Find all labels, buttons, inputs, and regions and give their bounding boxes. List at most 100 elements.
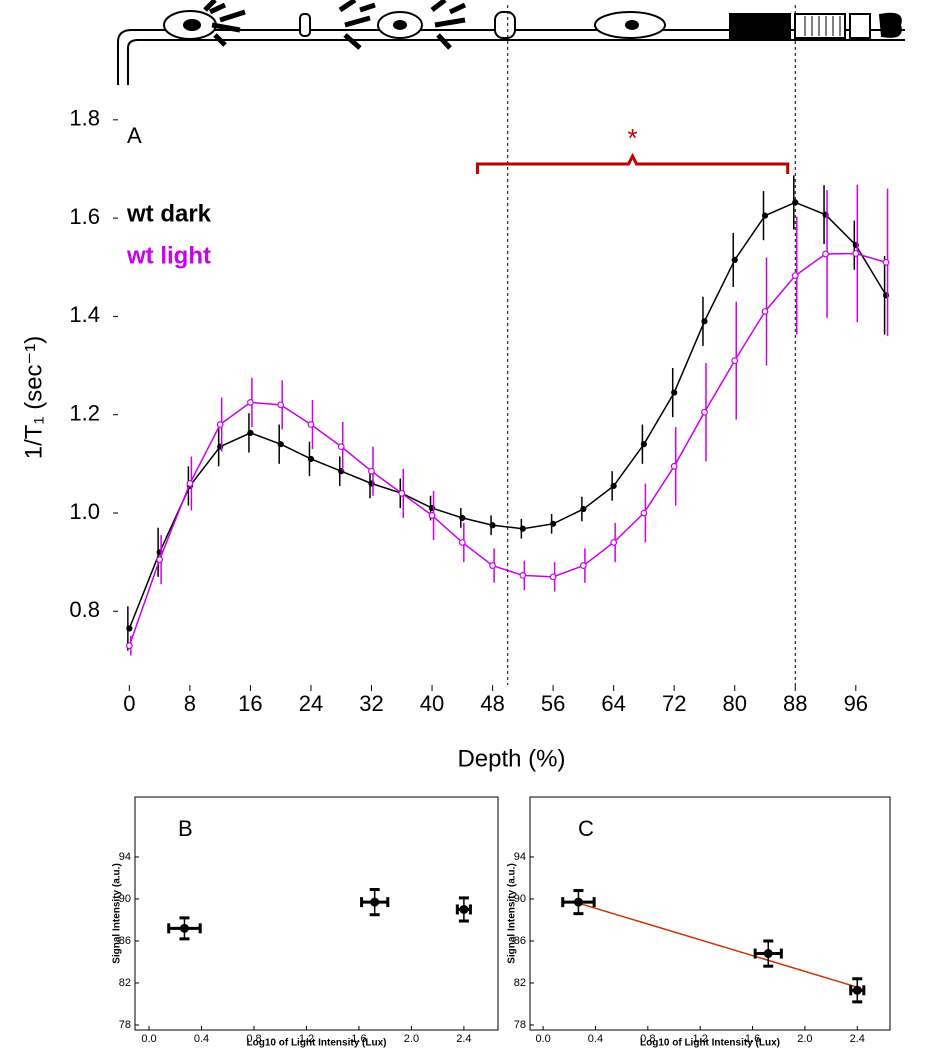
y-tick-label: 90 <box>514 893 526 905</box>
x-tick-label: 80 <box>722 691 746 716</box>
y-tick-label: 1.4 <box>69 302 100 327</box>
y-tick-label: 1.2 <box>69 401 100 426</box>
x-tick-label: 96 <box>844 691 868 716</box>
x-tick-label: 88 <box>783 691 807 716</box>
legend-label: wt light <box>126 242 211 269</box>
data-point <box>579 562 587 569</box>
data-point <box>126 625 133 632</box>
data-point <box>731 256 738 263</box>
data-point <box>247 429 254 436</box>
data-point <box>761 308 769 315</box>
x-axis-label: Log10 of Light Intensity (Lux) <box>640 1038 780 1049</box>
x-tick-label: 2.0 <box>797 1033 812 1045</box>
retina-diagram <box>117 0 905 85</box>
data-point <box>489 522 496 529</box>
panel-label: B <box>178 816 193 841</box>
x-tick-label: 1.2 <box>299 1033 314 1045</box>
y-tick-label: 1.0 <box>69 499 100 524</box>
data-point <box>307 455 315 463</box>
y-axis-label: Signal Intensity (a.u.) <box>507 863 518 964</box>
y-tick-label: 0.8 <box>69 597 100 622</box>
data-point <box>277 401 285 409</box>
data-point <box>573 897 583 907</box>
x-tick-label: 72 <box>662 691 686 716</box>
x-tick-label: 0.4 <box>194 1033 209 1045</box>
y-tick-label: 86 <box>119 935 131 947</box>
x-tick-label: 0.0 <box>141 1033 156 1045</box>
x-axis-label: Log10 of Light Intensity (Lux) <box>247 1038 387 1049</box>
panel-label: C <box>578 816 594 841</box>
x-tick-label: 0.8 <box>246 1033 261 1045</box>
data-point <box>428 512 436 519</box>
data-point <box>640 509 648 517</box>
y-tick-label: 1.8 <box>69 106 100 131</box>
data-point <box>731 357 739 365</box>
data-point <box>882 258 890 266</box>
y-axis-label: Signal Intensity (a.u.) <box>112 863 123 964</box>
plot-frame <box>134 796 499 1031</box>
data-point <box>550 520 557 527</box>
x-tick-label: 0.8 <box>640 1033 655 1045</box>
data-point <box>179 923 189 933</box>
x-tick-label: 56 <box>541 691 565 716</box>
data-point <box>156 556 164 564</box>
y-tick-label: 90 <box>119 893 131 905</box>
x-tick-label: 16 <box>238 691 262 716</box>
y-tick-label: 94 <box>514 851 526 863</box>
x-tick-label: 1.2 <box>693 1033 708 1045</box>
x-tick-label: 0.4 <box>588 1033 603 1045</box>
panel-label: A <box>127 123 142 148</box>
data-point <box>186 480 194 487</box>
data-point <box>671 389 678 396</box>
data-point <box>519 525 526 532</box>
data-point <box>459 514 466 522</box>
data-point <box>307 421 315 428</box>
data-point <box>519 572 527 579</box>
data-point <box>701 408 708 416</box>
x-tick-label: 64 <box>601 691 625 716</box>
data-point <box>458 539 466 546</box>
data-point <box>337 443 345 451</box>
y-tick-label: 86 <box>514 935 526 947</box>
x-axis-label: Depth (%) <box>457 745 565 772</box>
data-point <box>791 272 799 280</box>
data-point <box>792 199 799 206</box>
x-tick-label: 48 <box>480 691 504 716</box>
y-tick-label: 78 <box>514 1019 526 1031</box>
data-point <box>216 421 224 428</box>
y-tick-label: 94 <box>119 851 131 863</box>
data-point <box>852 985 862 995</box>
data-point <box>640 441 648 448</box>
y-tick-label: 82 <box>119 977 131 989</box>
legend-label: wt dark <box>126 200 212 227</box>
x-tick-label: 24 <box>299 691 323 716</box>
y-tick-label: 82 <box>514 977 526 989</box>
significance-label: * <box>628 123 638 153</box>
data-point <box>822 250 829 258</box>
x-tick-label: 40 <box>420 691 444 716</box>
x-tick-label: 1.6 <box>351 1033 366 1045</box>
data-point <box>763 949 773 959</box>
data-point <box>701 318 708 325</box>
data-point <box>852 250 860 257</box>
significance-bracket <box>475 152 790 175</box>
x-tick-label: 32 <box>359 691 383 716</box>
x-tick-label: 2.0 <box>404 1033 419 1045</box>
data-point <box>370 897 380 907</box>
data-point <box>549 573 557 581</box>
data-point <box>459 904 469 914</box>
data-point <box>247 399 254 406</box>
series-line <box>128 252 887 646</box>
data-point <box>610 482 617 490</box>
data-point <box>398 489 406 497</box>
x-tick-label: 2.4 <box>456 1033 471 1045</box>
y-tick-label: 1.6 <box>69 204 100 229</box>
data-point <box>610 539 618 546</box>
data-point <box>761 212 769 219</box>
data-point <box>277 441 284 448</box>
x-tick-label: 0.0 <box>535 1033 550 1045</box>
y-tick-label: 78 <box>119 1019 131 1031</box>
data-point <box>368 467 375 475</box>
